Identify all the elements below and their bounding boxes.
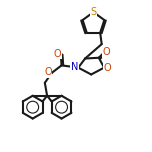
Text: O: O [44,67,52,77]
Text: O: O [104,63,111,73]
Text: S: S [90,7,97,17]
Text: O: O [53,48,61,59]
Text: O: O [103,47,110,57]
Text: N: N [71,62,79,72]
